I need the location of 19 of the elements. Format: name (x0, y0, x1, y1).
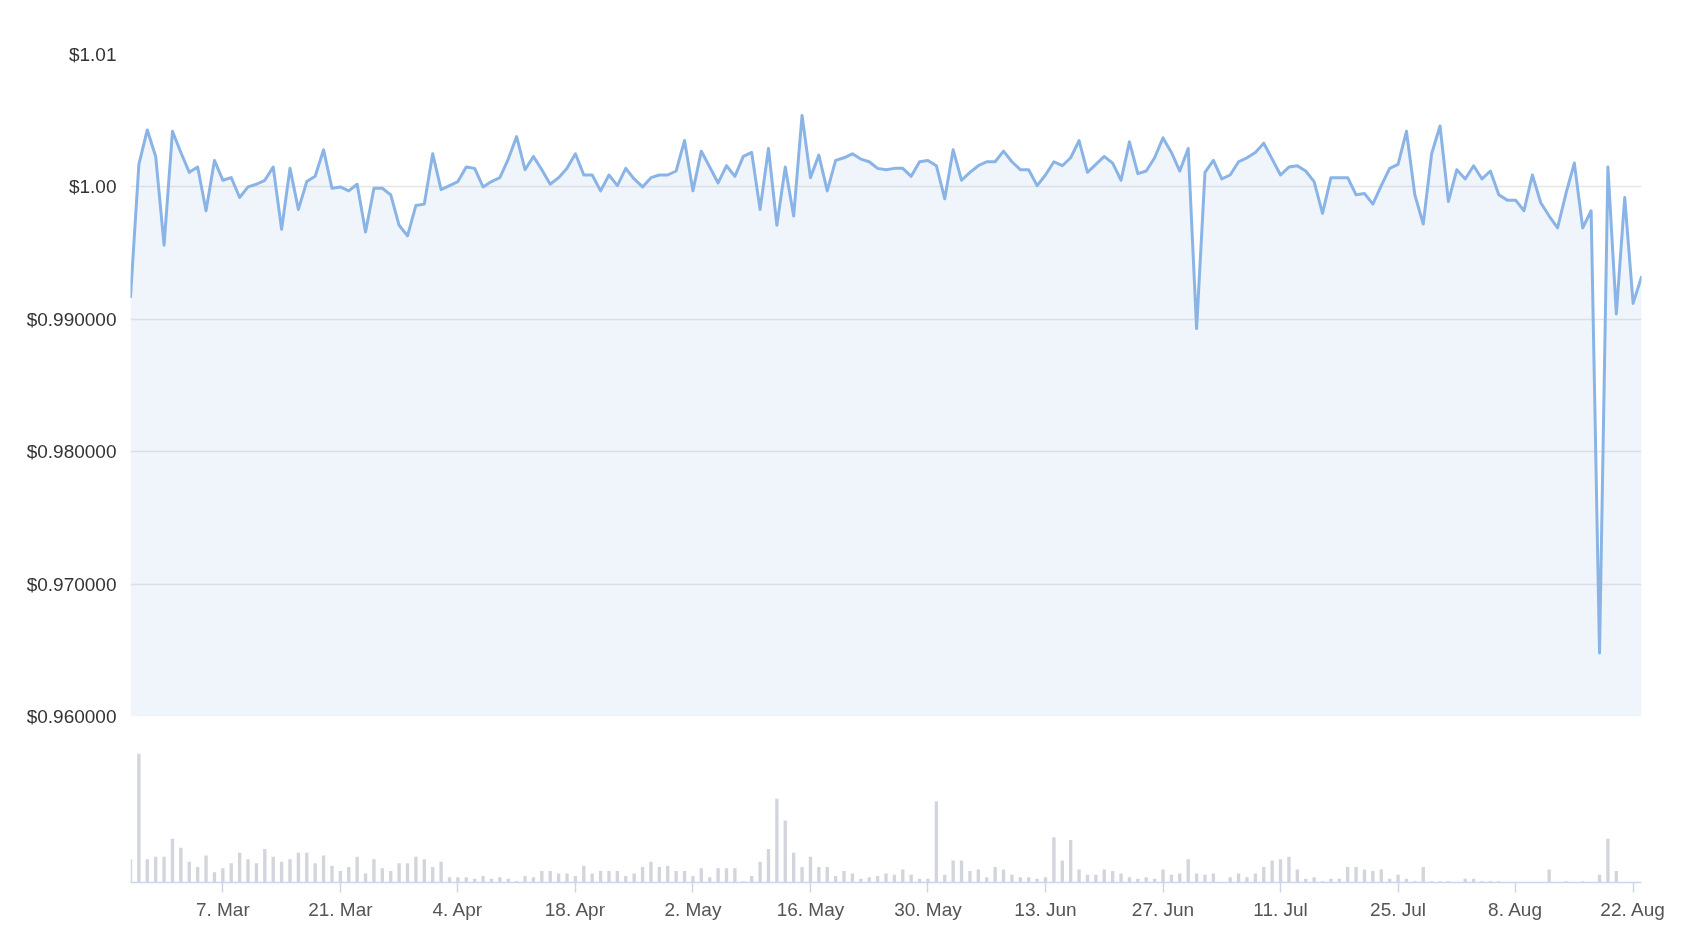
y-tick-label: $1.01 (68, 44, 117, 65)
x-tick-label: 8. Aug (1488, 898, 1543, 920)
x-tick-label: 25. Jul (1370, 898, 1427, 920)
x-tick-label: 22. Aug (1600, 898, 1665, 920)
x-tick-label: 16. May (776, 898, 845, 920)
x-tick-label: 21. Mar (308, 898, 374, 920)
x-tick-label: 4. Apr (432, 898, 483, 920)
y-tick-label: $0.980000 (26, 441, 117, 463)
x-tick-label: 13. Jun (1014, 898, 1077, 920)
x-tick-label: 7. Mar (195, 898, 251, 920)
x-tick-label: 11. Jul (1253, 898, 1308, 920)
y-tick-label: $0.990000 (26, 308, 117, 330)
x-tick-label: 18. Apr (544, 898, 606, 920)
x-tick-label: 30. May (894, 898, 963, 920)
y-tick-label: $1.00 (68, 176, 117, 198)
y-tick-label: $0.970000 (26, 573, 117, 595)
x-tick-label: 2. May (664, 898, 722, 920)
y-tick-label: $0.960000 (26, 706, 117, 727)
x-tick-label: 27. Jun (1131, 898, 1195, 920)
